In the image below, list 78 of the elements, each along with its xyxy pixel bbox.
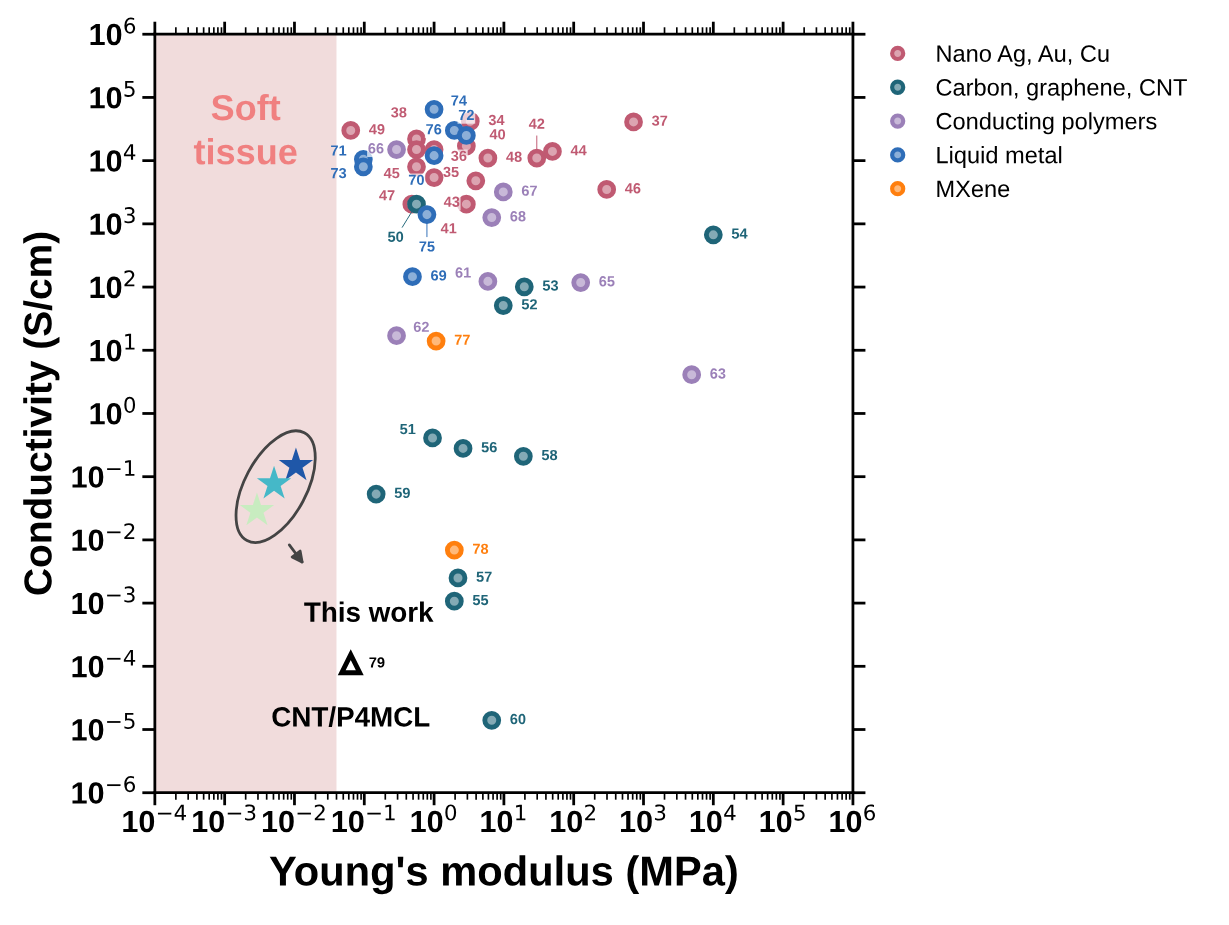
annotation: 58	[541, 449, 558, 461]
annotation: 71	[331, 145, 347, 156]
y-tick-label: 10$^{−1}$	[72, 460, 135, 488]
annotation: 55	[472, 594, 489, 606]
annotation: 42	[528, 118, 545, 129]
y-tick-label: 10$^{−2}$	[72, 523, 135, 552]
legend-label: Carbon, graphene, CNT	[936, 78, 1187, 101]
x-tick-label: 10$^{−1}$	[332, 804, 395, 833]
annotation: 37	[651, 115, 668, 126]
annotation: 73	[331, 167, 347, 179]
annotation: 65	[599, 276, 615, 287]
annotation: 69	[431, 270, 447, 281]
annotation: 79	[369, 657, 385, 668]
y-tick-label: 10$^{−5}$	[72, 713, 135, 741]
y-tick-label: 10$^{1}$	[90, 333, 135, 362]
y-tick-label: 10$^{0}$	[90, 396, 136, 425]
y-tick-label: 10$^{3}$	[90, 207, 135, 235]
annotation: 56	[481, 442, 497, 453]
y-tick-label: 10$^{−6}$	[72, 775, 136, 804]
annotation: 44	[570, 145, 587, 156]
y-tick-label: 10$^{−3}$	[72, 586, 135, 615]
annotation: 48	[506, 151, 522, 162]
annotation: This work	[304, 601, 434, 622]
annotation: 49	[369, 124, 385, 135]
annotation: CNT/P4MCL	[272, 706, 430, 727]
annotation: 77	[454, 334, 470, 345]
annotation: 34	[488, 114, 505, 126]
annotation: 57	[476, 571, 492, 582]
annotation: 67	[521, 185, 537, 196]
legend-label: MXene	[937, 180, 1010, 198]
x-tick-label: 10$^{−2}$	[262, 804, 325, 833]
x-axis-title: Young's modulus (MPa)	[269, 855, 737, 895]
y-tick-label: 10$^{4}$	[90, 144, 136, 172]
annotation: 47	[379, 190, 395, 201]
x-tick-label: 10$^{6}$	[830, 804, 876, 833]
annotation: 51	[400, 424, 416, 435]
annotation: 72	[458, 109, 474, 120]
annotation: 63	[710, 368, 726, 379]
annotation: 40	[489, 129, 506, 140]
annotation: 75	[419, 241, 435, 252]
annotation: 38	[391, 107, 407, 118]
annotation: 62	[413, 321, 429, 333]
legend-label: Nano Ag, Au, Cu	[937, 45, 1109, 67]
x-tick-label: 10$^{2}$	[551, 804, 595, 833]
annotation: 41	[440, 223, 457, 234]
annotation: 45	[383, 168, 400, 179]
annotation: 74	[451, 95, 467, 106]
annotation: 78	[473, 543, 489, 554]
annotation: 60	[510, 713, 526, 725]
annotation: 76	[426, 124, 442, 135]
annotation: 53	[542, 280, 559, 291]
x-tick-label: 10$^{1}$	[481, 804, 526, 833]
annotation: 50	[387, 231, 404, 242]
y-tick-label: 10$^{−4}$	[72, 649, 136, 678]
band-label: Soft tissue	[193, 93, 297, 165]
legend-label: Conducting polymers	[936, 112, 1157, 135]
annotation: 52	[521, 299, 537, 310]
x-tick-label: 10$^{−3}$	[193, 804, 256, 833]
y-tick-label: 10$^{2}$	[90, 270, 135, 299]
y-tick-label: 10$^{6}$	[90, 17, 136, 46]
annotation: 68	[510, 211, 526, 222]
annotation: 36	[451, 150, 467, 162]
x-tick-label: 10$^{4}$	[690, 804, 736, 833]
annotation: 59	[394, 487, 410, 499]
x-tick-label: 10$^{5}$	[760, 804, 805, 833]
annotation: 70	[408, 174, 424, 185]
y-axis-title: Conductivity (S/cm)	[23, 232, 60, 595]
annotation: 43	[443, 196, 460, 207]
y-tick-label: 10$^{5}$	[90, 81, 135, 109]
annotation: 46	[624, 183, 641, 194]
x-tick-label: 10$^{0}$	[411, 804, 457, 833]
x-tick-label: 10$^{−4}$	[123, 804, 187, 833]
annotation: 61	[455, 267, 471, 278]
annotation: 35	[443, 166, 459, 178]
annotation: 66	[368, 143, 384, 154]
x-tick-label: 10$^{3}$	[620, 804, 666, 833]
legend-label: Liquid metal	[937, 146, 1062, 169]
annotation: 54	[731, 228, 748, 239]
